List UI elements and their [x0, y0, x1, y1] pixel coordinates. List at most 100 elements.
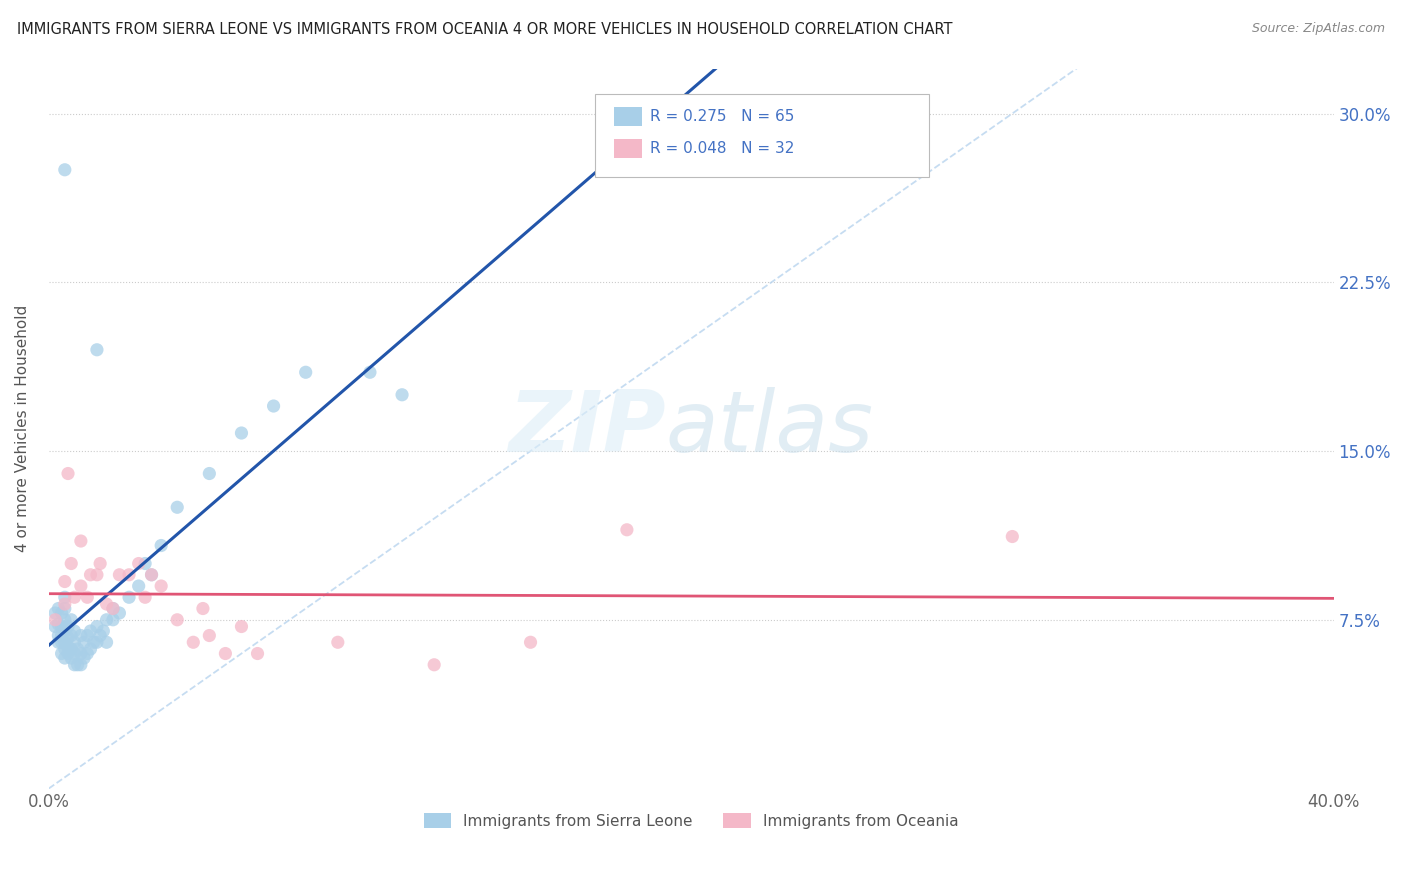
Point — [60, 642, 83, 657]
Point — [294, 365, 316, 379]
Point — [86, 635, 108, 649]
Point — [63, 591, 86, 605]
Point — [53, 613, 76, 627]
Point — [150, 539, 173, 553]
Point — [51, 628, 73, 642]
Point — [51, 635, 73, 649]
Point — [134, 557, 156, 571]
Point — [70, 534, 93, 549]
Point — [66, 657, 89, 672]
Point — [56, 631, 79, 645]
Point — [51, 619, 73, 633]
Point — [48, 635, 70, 649]
Point — [108, 606, 131, 620]
Point — [53, 635, 76, 649]
Point — [48, 617, 70, 632]
Point — [141, 567, 163, 582]
FancyBboxPatch shape — [595, 94, 929, 177]
Point — [198, 467, 221, 481]
Text: R = 0.048   N = 32: R = 0.048 N = 32 — [650, 141, 794, 156]
Point — [56, 467, 79, 481]
Point — [53, 651, 76, 665]
Point — [66, 642, 89, 657]
Point — [53, 624, 76, 638]
Point — [79, 567, 101, 582]
Point — [423, 657, 446, 672]
Point — [70, 657, 93, 672]
Point — [76, 591, 98, 605]
Point — [51, 647, 73, 661]
Point — [86, 343, 108, 357]
Point — [231, 425, 253, 440]
Point — [60, 613, 83, 627]
Point — [101, 601, 124, 615]
Point — [79, 624, 101, 638]
Point — [326, 635, 349, 649]
Point — [60, 557, 83, 571]
Point — [53, 597, 76, 611]
Text: atlas: atlas — [665, 387, 873, 470]
Point — [191, 601, 214, 615]
Point — [150, 579, 173, 593]
Y-axis label: 4 or more Vehicles in Household: 4 or more Vehicles in Household — [15, 305, 30, 552]
Point — [48, 601, 70, 615]
Point — [96, 613, 118, 627]
Point — [1001, 529, 1024, 543]
Point — [48, 628, 70, 642]
Point — [519, 635, 541, 649]
Point — [101, 601, 124, 615]
Point — [44, 619, 66, 633]
Point — [118, 591, 141, 605]
Point — [70, 579, 93, 593]
Point — [56, 640, 79, 654]
Point — [359, 365, 381, 379]
Point — [73, 651, 96, 665]
Point — [89, 557, 111, 571]
Point — [76, 647, 98, 661]
Point — [108, 567, 131, 582]
Point — [70, 628, 93, 642]
Point — [263, 399, 285, 413]
Point — [86, 567, 108, 582]
Point — [76, 628, 98, 642]
Point — [56, 647, 79, 661]
Point — [60, 651, 83, 665]
Point — [231, 619, 253, 633]
Point — [246, 647, 269, 661]
Point — [79, 642, 101, 657]
Point — [53, 642, 76, 657]
Point — [101, 613, 124, 627]
Point — [83, 635, 105, 649]
Point — [86, 619, 108, 633]
FancyBboxPatch shape — [614, 139, 643, 158]
Point — [51, 606, 73, 620]
Point — [128, 579, 150, 593]
Point — [89, 628, 111, 642]
Point — [181, 635, 204, 649]
Point — [63, 657, 86, 672]
Point — [214, 647, 236, 661]
Text: IMMIGRANTS FROM SIERRA LEONE VS IMMIGRANTS FROM OCEANIA 4 OR MORE VEHICLES IN HO: IMMIGRANTS FROM SIERRA LEONE VS IMMIGRAN… — [17, 22, 952, 37]
Point — [63, 647, 86, 661]
Point — [166, 500, 188, 515]
Point — [134, 591, 156, 605]
FancyBboxPatch shape — [614, 107, 643, 126]
Point — [93, 624, 115, 638]
Point — [63, 624, 86, 638]
Text: ZIP: ZIP — [508, 387, 665, 470]
Point — [198, 628, 221, 642]
Point — [128, 557, 150, 571]
Point — [56, 619, 79, 633]
Point — [96, 597, 118, 611]
Point — [616, 523, 638, 537]
Text: Source: ZipAtlas.com: Source: ZipAtlas.com — [1251, 22, 1385, 36]
Point — [44, 606, 66, 620]
Point — [141, 567, 163, 582]
Point — [53, 601, 76, 615]
Point — [60, 628, 83, 642]
Point — [44, 613, 66, 627]
Point — [53, 162, 76, 177]
Text: R = 0.275   N = 65: R = 0.275 N = 65 — [650, 109, 794, 124]
Point — [96, 635, 118, 649]
Point — [166, 613, 188, 627]
